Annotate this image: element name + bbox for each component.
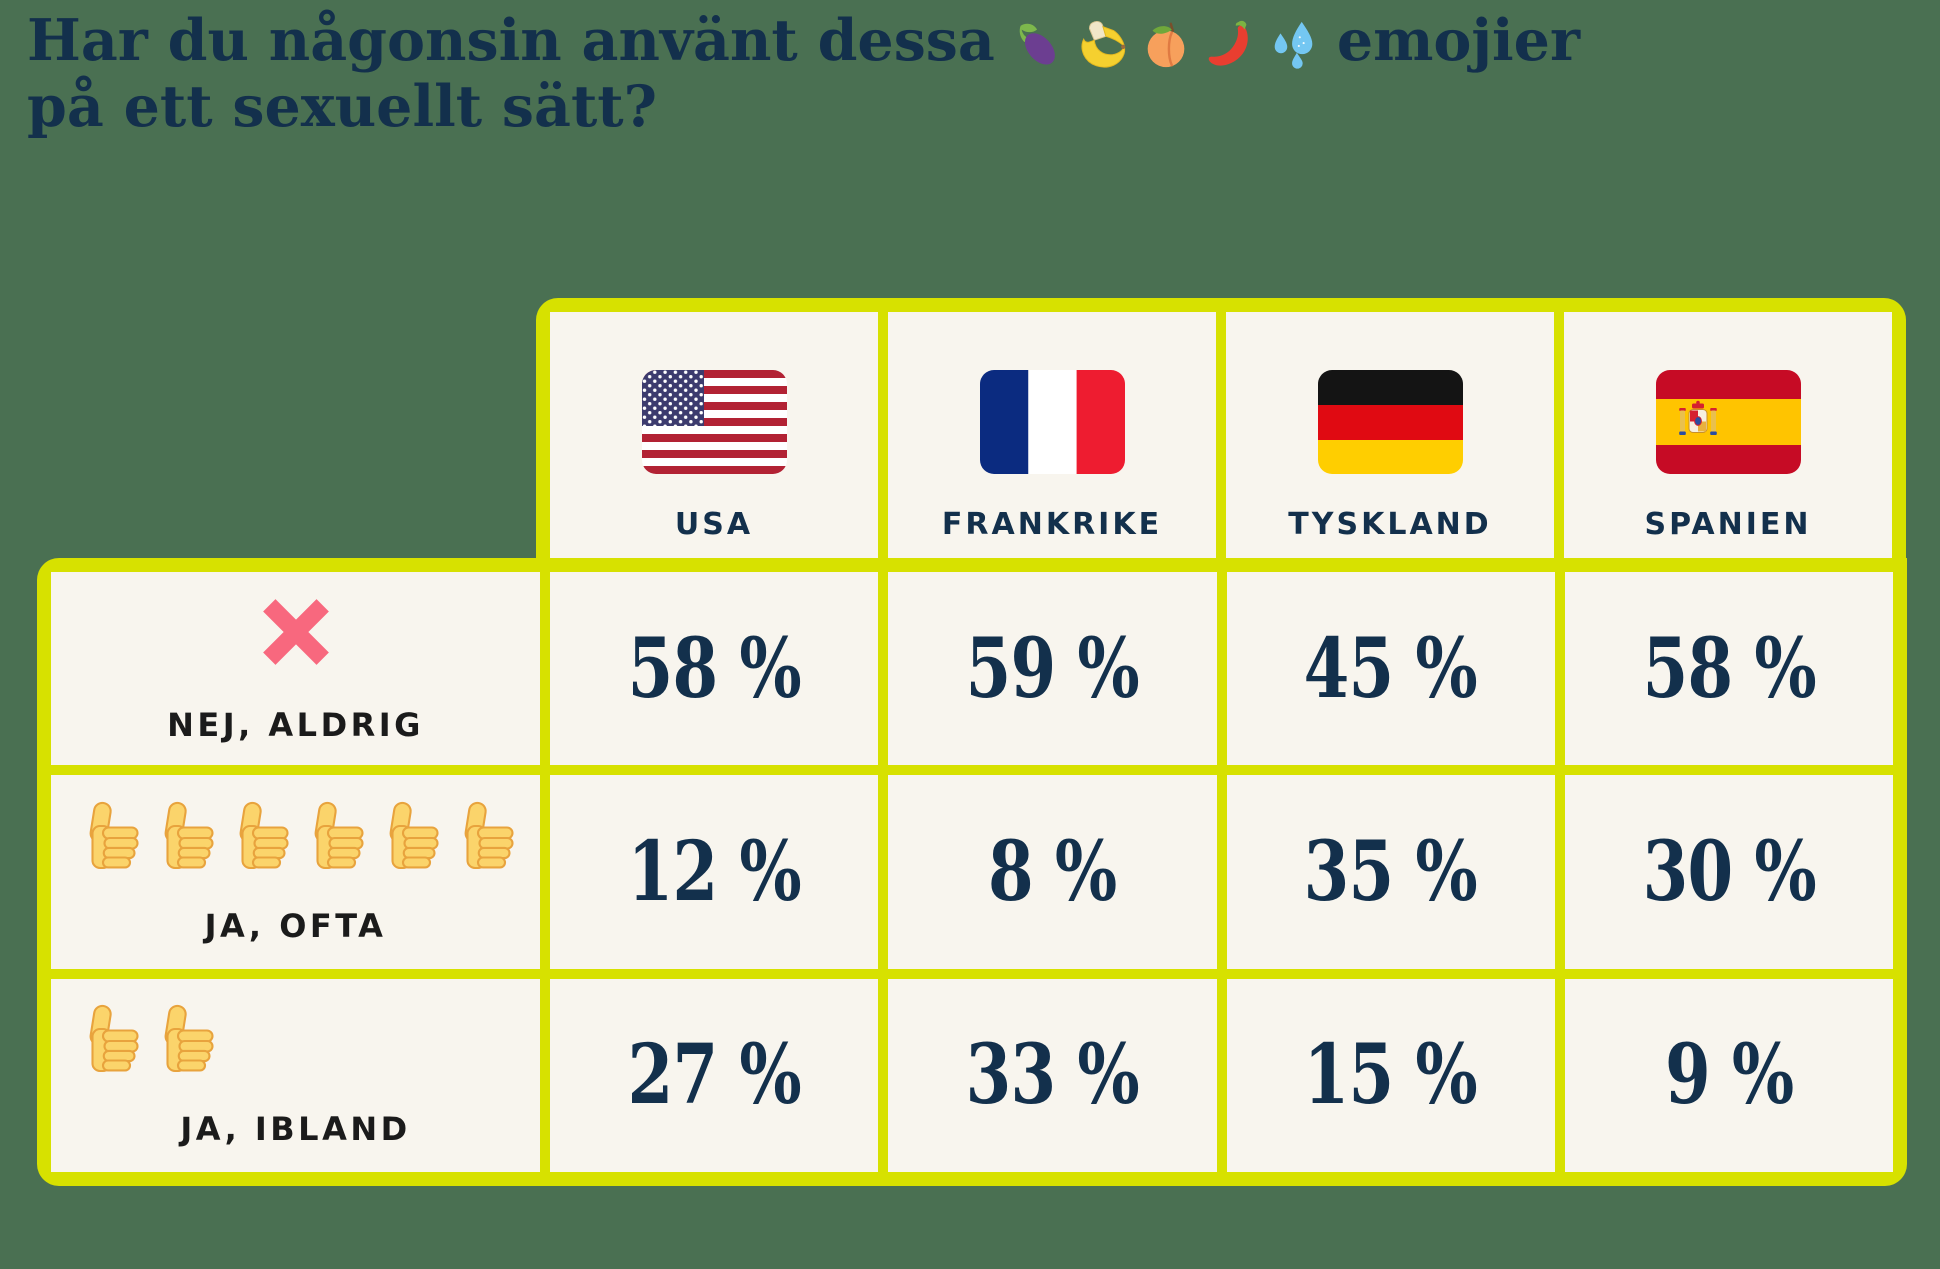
country-header-row: USA FRANKRIKE TYSKLAND	[536, 298, 1906, 558]
thumbs-up-icon	[164, 801, 214, 870]
row-label: JA, OFTA	[204, 906, 387, 945]
value-cell-ja-ofta-spanien: 30 %	[1564, 775, 1893, 969]
percentage-value: 58 %	[627, 620, 801, 717]
title-line-2: på ett sexuellt sätt?	[27, 73, 658, 140]
country-label: SPANIEN	[1644, 507, 1812, 542]
title-text-after: emojier	[1336, 7, 1580, 74]
value-cell-ja-ibland-spanien: 9 %	[1564, 978, 1893, 1172]
title-line-1: Har du någonsin använt dessa	[27, 8, 1580, 74]
peach-emoji-icon	[1147, 22, 1185, 68]
percentage-value: 33 %	[965, 1027, 1140, 1124]
percentage-value: 45 %	[1303, 620, 1478, 717]
usa-flag-icon	[641, 370, 787, 474]
value-cell-ja-ibland-frankrike: 33 %	[888, 978, 1217, 1172]
percentage-value: 12 %	[627, 823, 801, 920]
thumbs-up-icon	[89, 1005, 139, 1073]
percentage-value: 59 %	[965, 620, 1140, 717]
banana-emoji-icon	[1081, 21, 1126, 68]
column-header-usa: USA	[550, 312, 878, 558]
germany-flag-icon	[1317, 370, 1463, 474]
sweat-droplets-emoji-icon	[1274, 21, 1313, 69]
country-label: FRANKRIKE	[941, 507, 1163, 542]
column-header-tyskland: TYSKLAND	[1226, 312, 1554, 558]
france-flag-icon	[979, 370, 1125, 474]
thumbs-up-icon	[89, 801, 139, 870]
spain-flag-icon	[1655, 370, 1801, 474]
hot-pepper-emoji-icon	[1208, 20, 1248, 66]
row-header-ja-ofta: JA, OFTA	[51, 775, 540, 969]
thumbs-up-icon	[464, 801, 514, 870]
column-header-frankrike: FRANKRIKE	[888, 312, 1216, 558]
thumbs-up-row	[51, 1002, 540, 1074]
title-text-before: Har du någonsin använt dessa	[27, 7, 995, 74]
row-label: NEJ, ALDRIG	[167, 705, 424, 744]
percentage-value: 35 %	[1303, 823, 1478, 920]
title-emoji-group	[1011, 18, 1321, 72]
percentage-value: 58 %	[1642, 620, 1816, 717]
value-cell-nej-aldrig-usa: 58 %	[550, 572, 879, 766]
value-cell-ja-ofta-frankrike: 8 %	[888, 775, 1217, 969]
thumbs-up-icon	[239, 801, 289, 870]
results-table: NEJ, ALDRIG 58 % 59 % 45 % 58 %	[37, 558, 1907, 1186]
eggplant-emoji-icon	[1019, 23, 1055, 65]
thumbs-up-row	[51, 799, 540, 871]
row-header-nej-aldrig: NEJ, ALDRIG	[51, 572, 540, 766]
value-cell-ja-ofta-usa: 12 %	[550, 775, 879, 969]
percentage-value: 9 %	[1664, 1027, 1794, 1124]
percentage-value: 27 %	[627, 1027, 801, 1124]
country-label: USA	[674, 507, 754, 542]
value-cell-ja-ibland-usa: 27 %	[550, 978, 879, 1172]
thumbs-up-icon	[314, 801, 364, 870]
percentage-value: 15 %	[1303, 1027, 1478, 1124]
value-cell-ja-ofta-tyskland: 35 %	[1226, 775, 1555, 969]
row-header-ja-ibland: JA, IBLAND	[51, 978, 540, 1172]
row-label: JA, IBLAND	[180, 1110, 411, 1149]
value-cell-nej-aldrig-tyskland: 45 %	[1226, 572, 1555, 766]
column-header-spanien: SPANIEN	[1564, 312, 1892, 558]
value-cell-nej-aldrig-spanien: 58 %	[1564, 572, 1893, 766]
value-cell-ja-ibland-tyskland: 15 %	[1226, 978, 1555, 1172]
cross-mark-icon	[262, 598, 329, 665]
country-label: TYSKLAND	[1288, 507, 1492, 542]
thumbs-up-icon	[389, 801, 439, 870]
percentage-value: 8 %	[988, 823, 1117, 920]
thumbs-up-icon	[164, 1005, 214, 1073]
value-cell-nej-aldrig-frankrike: 59 %	[888, 572, 1217, 766]
percentage-value: 30 %	[1642, 823, 1816, 920]
page-title: Har du någonsin använt dessa	[27, 8, 1580, 140]
